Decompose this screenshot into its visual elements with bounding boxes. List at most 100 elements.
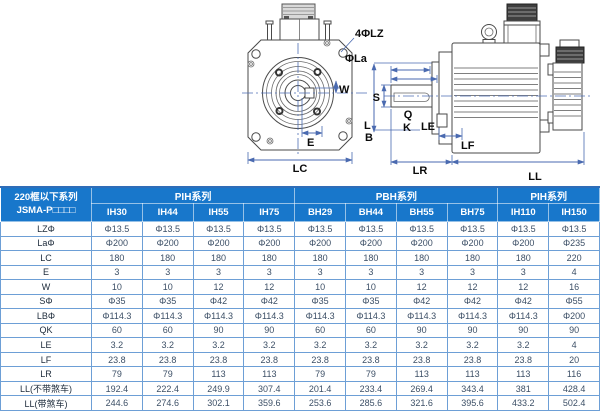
dim-w: W — [315, 80, 350, 96]
dimension-value-cell: 3 — [344, 264, 397, 281]
dimension-value-cell: 359.6 — [243, 395, 296, 411]
dimension-value-cell: 381 — [497, 380, 550, 397]
dimension-value-cell: 113 — [243, 366, 296, 382]
row-label: LF — [0, 351, 92, 368]
encoder-connector-icon — [547, 39, 585, 131]
body-fins — [454, 67, 538, 118]
dim-lr: LR — [390, 109, 453, 177]
dimension-value-cell: 113 — [395, 366, 448, 382]
dimension-value-cell: 90 — [395, 322, 448, 339]
dimension-value-cell: Φ42 — [497, 293, 550, 310]
dimension-value-cell: 433.2 — [497, 395, 550, 411]
dimension-value-cell: Φ13.5 — [548, 221, 600, 237]
row-label: LaΦ — [0, 235, 92, 252]
dimension-value-cell: Φ200 — [497, 235, 550, 252]
dimension-value-cell: Φ235 — [548, 235, 600, 252]
dimension-value-cell: 222.4 — [141, 380, 194, 397]
dimension-value-cell: 220 — [548, 250, 600, 266]
dimension-value-cell: 180 — [395, 250, 448, 266]
dimension-value-cell: 79 — [344, 366, 397, 382]
dimension-value-cell: 3.2 — [243, 337, 296, 353]
dimension-value-cell: 10 — [294, 279, 346, 295]
dimension-value-cell: 3.2 — [141, 337, 194, 353]
spec-table-body: LZΦ Φ13.5 Φ13.5 Φ13.5 Φ13.5 Φ13.5 Φ13.5 Φ13.5 Φ1… — [0, 221, 600, 411]
dimension-value-cell: Φ114.3 — [243, 308, 296, 324]
dimension-value-cell: 180 — [91, 250, 143, 266]
dimension-value-cell: Φ13.5 — [294, 221, 346, 237]
model-column-header: IH110 — [497, 203, 550, 222]
dimension-value-cell: Φ13.5 — [192, 221, 245, 237]
dimension-value-cell: Φ200 — [192, 235, 245, 252]
dim-label-le: LE — [421, 121, 435, 133]
dimension-value-cell: 180 — [141, 250, 194, 266]
dimension-value-cell: Φ42 — [243, 293, 296, 310]
dimension-value-cell: 23.8 — [141, 351, 194, 368]
dimension-value-cell: 269.4 — [395, 380, 448, 397]
dimension-value-cell: 4 — [548, 337, 600, 353]
dimension-value-cell: Φ200 — [141, 235, 194, 252]
dimension-value-cell: 116 — [548, 366, 600, 382]
dim-ll: LL — [451, 132, 585, 183]
dimension-value-cell: 180 — [344, 250, 397, 266]
dimension-value-cell: 90 — [497, 322, 550, 339]
dimension-value-cell: 302.1 — [192, 395, 245, 411]
dimension-value-cell: 3 — [294, 264, 346, 281]
dimension-value-cell: Φ200 — [91, 235, 143, 252]
model-column-header: BH44 — [344, 203, 397, 222]
table-row: LBΦ Φ114.3 Φ114.3 Φ114.3 Φ114.3 Φ114.3 Φ114.3 Φ… — [0, 308, 600, 324]
model-column-header: IH75 — [243, 203, 296, 222]
dimension-value-cell: 12 — [192, 279, 245, 295]
header-group-row: 220框以下系列 JSMA-P□□□□ PIH系列 PBH系列 PIH系列 — [0, 186, 600, 222]
model-column-header: IH150 — [548, 203, 600, 222]
dimension-value-cell: 79 — [294, 366, 346, 382]
dimension-value-cell: Φ200 — [243, 235, 296, 252]
dimension-value-cell: 60 — [344, 322, 397, 339]
screw-icon — [247, 39, 353, 145]
dimension-value-cell: Φ114.3 — [192, 308, 245, 324]
dim-la-lb: ΦLa L B — [345, 53, 434, 144]
body-tab — [539, 43, 550, 57]
table-row: LF 23.8 23.8 23.8 23.8 23.8 23.8 23.8 23.8 23.8 20 — [0, 351, 600, 368]
dim-label-w: W — [339, 84, 350, 96]
dimension-value-cell: Φ35 — [91, 293, 143, 310]
dimension-value-cell: 3.2 — [192, 337, 245, 353]
row-label: E — [0, 264, 92, 281]
series-group-header: PBH系列 — [294, 186, 499, 204]
dimension-value-cell: 3.2 — [91, 337, 143, 353]
dim-label-k: K — [403, 122, 411, 134]
dim-label-b: B — [365, 132, 373, 144]
dimension-value-cell: 23.8 — [497, 351, 550, 368]
dimension-value-cell: Φ35 — [141, 293, 194, 310]
dimension-value-cell: Φ114.3 — [395, 308, 448, 324]
mounting-hole-icon — [251, 48, 348, 142]
eyebolt-icon — [481, 24, 497, 44]
dimension-value-cell: 23.8 — [294, 351, 346, 368]
motor-dimension-drawing: W E LC 4ΦLZ ΦLa — [242, 3, 592, 183]
dimension-value-cell: 192.4 — [91, 380, 143, 397]
dimension-value-cell: Φ55 — [548, 293, 600, 310]
dimension-value-cell: Φ13.5 — [446, 221, 499, 237]
dimension-value-cell: 23.8 — [395, 351, 448, 368]
motor-side-view: S Q K LE LF — [373, 3, 592, 183]
dimension-value-cell: 285.6 — [344, 395, 397, 411]
motor-body — [451, 42, 541, 154]
power-connector-icon — [503, 3, 541, 44]
flange-front-view: W E LC 4ΦLZ ΦLa — [242, 3, 434, 175]
dimension-value-cell: 3 — [192, 264, 245, 281]
row-label: LE — [0, 337, 92, 353]
dimension-value-cell: Φ42 — [395, 293, 448, 310]
dimension-value-cell: 23.8 — [91, 351, 143, 368]
model-column-header: BH75 — [446, 203, 499, 222]
dimension-value-cell: 10 — [344, 279, 397, 295]
dimension-value-cell: 113 — [446, 366, 499, 382]
dimension-value-cell: 307.4 — [243, 380, 296, 397]
dim-lf: LF — [438, 128, 475, 152]
dimension-value-cell: 180 — [192, 250, 245, 266]
dimension-value-cell: 3 — [91, 264, 143, 281]
table-row: LL(不带煞车) 192.4 222.4 249.9 307.4 201.4 233.4 26… — [0, 380, 600, 397]
face-screw-hole-icon — [275, 68, 322, 116]
dimension-value-cell: 3 — [497, 264, 550, 281]
dimension-value-cell: 180 — [294, 250, 346, 266]
